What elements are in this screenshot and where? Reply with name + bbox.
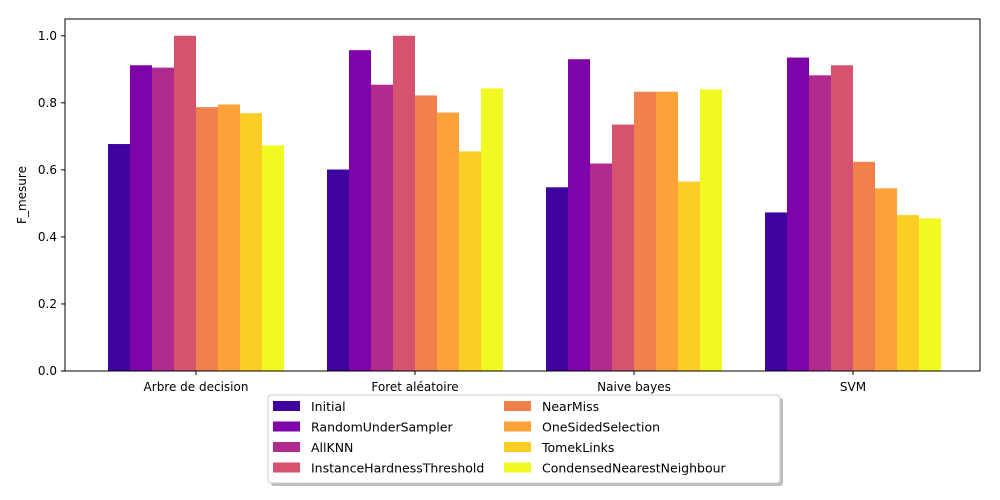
bar-tomeklinks-0 — [240, 113, 262, 371]
bar-initial-1 — [327, 169, 349, 371]
bar-allknn-1 — [371, 84, 393, 371]
bar-condensednearestneighbour-0 — [262, 145, 284, 371]
bar-condensednearestneighbour-3 — [919, 218, 941, 371]
x-tick-label: Foret aléatoire — [371, 380, 458, 394]
legend-swatch — [273, 421, 300, 432]
bar-initial-2 — [546, 187, 568, 371]
bar-instancehardnessthreshold-2 — [612, 124, 634, 371]
bar-allknn-2 — [590, 163, 612, 371]
legend-label: Initial — [311, 399, 346, 414]
bar-nearmiss-1 — [415, 95, 437, 371]
x-tick-label: Naive bayes — [597, 380, 671, 394]
legend-label: NearMiss — [542, 399, 599, 414]
y-tick-label: 0.6 — [38, 163, 57, 177]
bar-onesidedselection-2 — [656, 91, 678, 371]
legend-label: RandomUnderSampler — [311, 420, 453, 435]
bar-randomundersampler-0 — [130, 65, 152, 372]
y-tick-label: 0.2 — [38, 297, 57, 311]
bar-nearmiss-3 — [853, 161, 875, 371]
bar-nearmiss-0 — [196, 107, 218, 372]
bar-tomeklinks-3 — [897, 215, 919, 371]
legend-label: AllKNN — [311, 440, 353, 455]
bar-randomundersampler-3 — [787, 57, 809, 372]
bar-randomundersampler-2 — [568, 59, 590, 371]
y-axis-label: F_mesure — [15, 166, 29, 224]
legend-label: InstanceHardnessThreshold — [311, 461, 484, 476]
bar-condensednearestneighbour-2 — [700, 89, 722, 372]
y-tick-label: 1.0 — [38, 29, 57, 43]
legend: Initial RandomUnderSampler AllKNN InstanceH… — [267, 394, 783, 486]
legend-swatch — [273, 401, 300, 411]
legend-swatch — [273, 442, 300, 452]
y-tick-label: 0.4 — [38, 230, 57, 244]
bar-allknn-0 — [152, 67, 174, 371]
legend-swatch — [504, 462, 531, 473]
y-tick-label: 0.8 — [38, 96, 57, 110]
x-tick-label: SVM — [840, 380, 866, 394]
bar-instancehardnessthreshold-3 — [831, 65, 853, 372]
legend-label: OneSidedSelection — [542, 420, 660, 435]
legend-box — [267, 394, 781, 484]
legend-swatch — [504, 421, 531, 432]
legend-label: TomekLinks — [541, 440, 614, 455]
bar-nearmiss-2 — [634, 91, 656, 371]
bar-condensednearestneighbour-1 — [481, 88, 503, 371]
bar-onesidedselection-3 — [875, 188, 897, 371]
x-tick-label: Arbre de decision — [144, 380, 249, 394]
bar-onesidedselection-1 — [437, 112, 459, 371]
x-axis: Arbre de decision Foret aléatoire Naive ba… — [144, 371, 866, 394]
y-tick-label: 0.0 — [38, 364, 57, 378]
bar-randomundersampler-1 — [349, 50, 371, 371]
bar-allknn-3 — [809, 75, 831, 371]
y-axis: 0.0 0.2 0.4 0.6 0.8 1.0 — [38, 29, 65, 378]
bar-instancehardnessthreshold-0 — [174, 35, 196, 372]
legend-label: CondensedNearestNeighbour — [542, 461, 727, 476]
bars-group — [108, 35, 941, 372]
bar-initial-0 — [108, 144, 130, 371]
bar-initial-3 — [765, 212, 787, 371]
legend-swatch — [504, 401, 531, 411]
plot-frame — [64, 18, 981, 372]
legend-swatch — [273, 462, 300, 473]
bar-tomeklinks-2 — [678, 181, 700, 371]
bar-onesidedselection-0 — [218, 104, 240, 371]
legend-swatch — [504, 442, 531, 452]
bar-tomeklinks-1 — [459, 151, 481, 371]
bar-instancehardnessthreshold-1 — [393, 35, 415, 372]
